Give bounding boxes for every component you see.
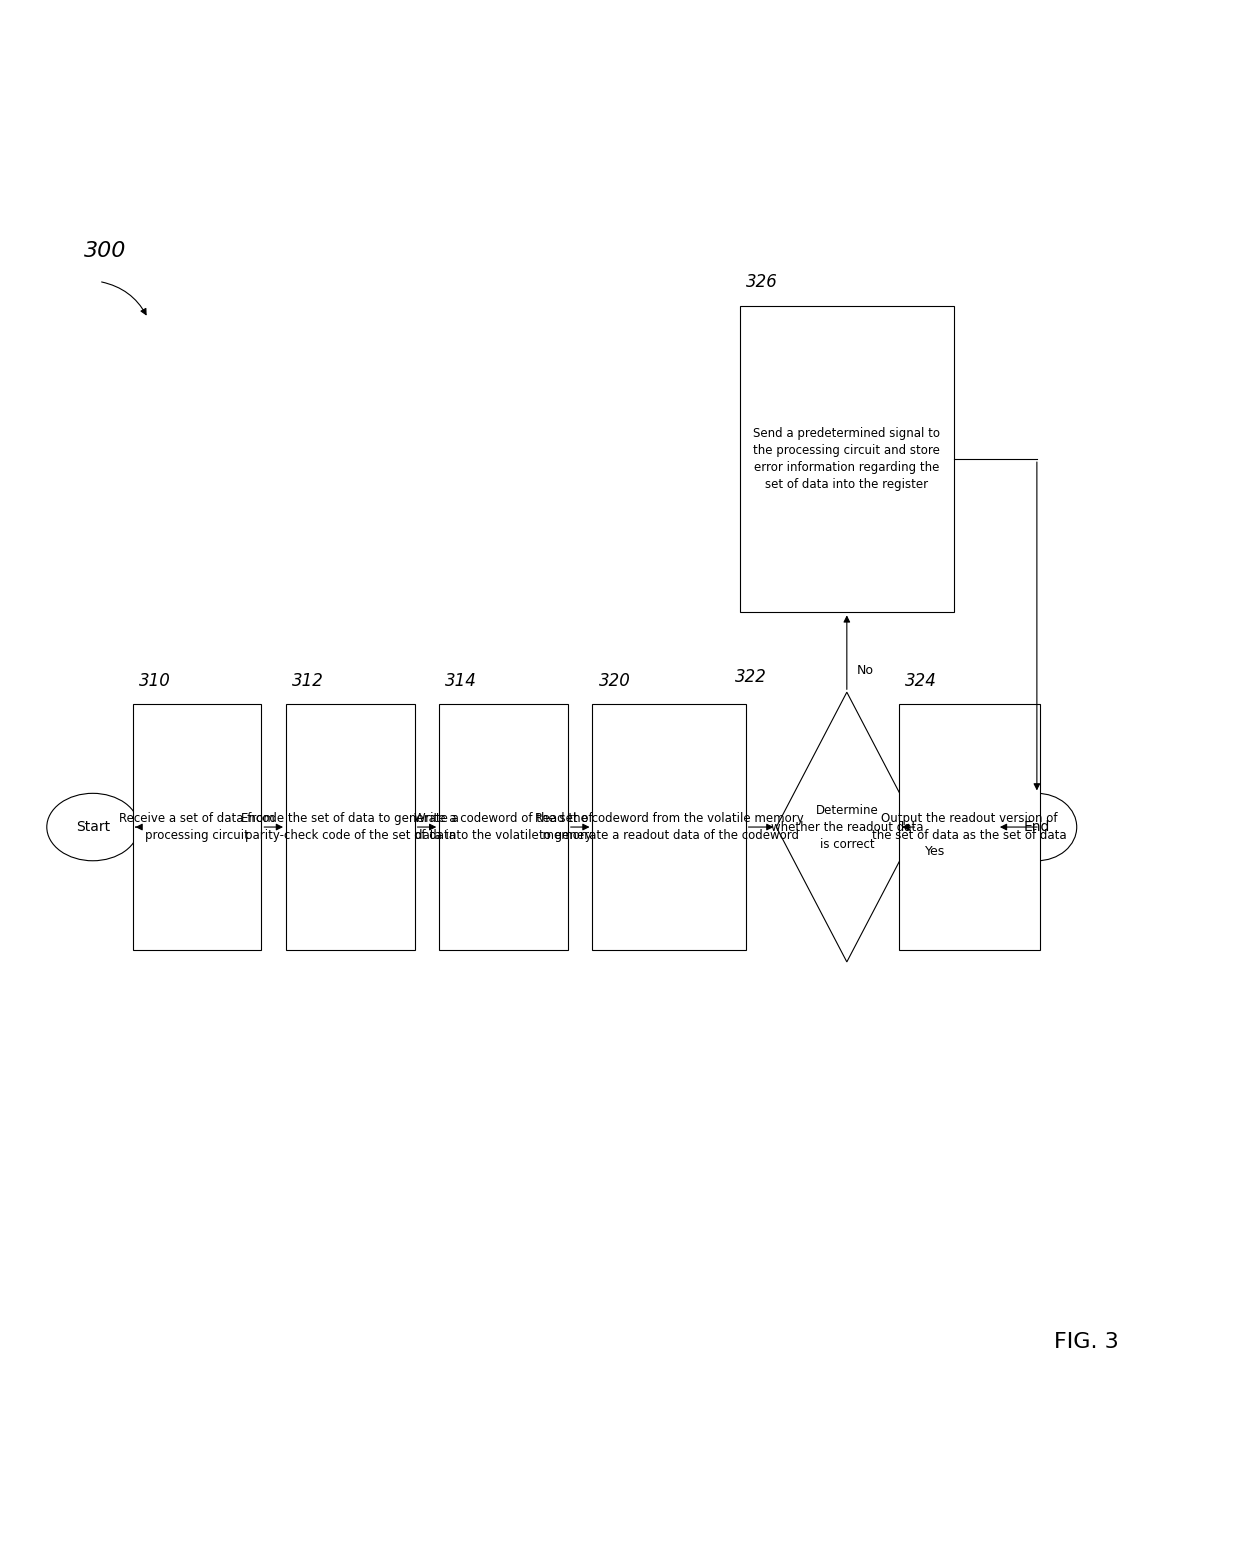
Text: Encode the set of data to generate a
parity-check code of the set of data: Encode the set of data to generate a par… [242, 812, 459, 842]
Text: 300: 300 [84, 241, 126, 261]
Text: 324: 324 [905, 672, 937, 689]
Text: 312: 312 [291, 672, 324, 689]
Text: Send a predetermined signal to
the processing circuit and store
error informatio: Send a predetermined signal to the proce… [754, 428, 940, 492]
Text: Yes: Yes [925, 845, 945, 859]
Text: 326: 326 [745, 274, 777, 291]
Text: 320: 320 [599, 672, 630, 689]
Text: Receive a set of data from
processing circuit: Receive a set of data from processing ci… [119, 812, 275, 842]
FancyBboxPatch shape [286, 705, 414, 949]
Text: No: No [857, 664, 874, 677]
Text: Write a codeword of the set of
data into the volatile memory: Write a codeword of the set of data into… [414, 812, 593, 842]
FancyBboxPatch shape [133, 705, 262, 949]
Text: Read the codeword from the volatile memory
to generate a readout data of the cod: Read the codeword from the volatile memo… [534, 812, 804, 842]
Polygon shape [776, 692, 918, 962]
Ellipse shape [997, 794, 1076, 860]
Text: 314: 314 [445, 672, 477, 689]
Text: 322: 322 [734, 668, 766, 686]
Text: Output the readout version of
the set of data as the set of data: Output the readout version of the set of… [872, 812, 1066, 842]
FancyBboxPatch shape [593, 705, 745, 949]
Text: End: End [1024, 820, 1050, 834]
FancyBboxPatch shape [439, 705, 568, 949]
Ellipse shape [47, 794, 139, 860]
FancyBboxPatch shape [739, 307, 954, 613]
FancyBboxPatch shape [899, 705, 1040, 949]
Text: FIG. 3: FIG. 3 [1054, 1332, 1118, 1352]
Text: 310: 310 [139, 672, 171, 689]
Text: Start: Start [76, 820, 110, 834]
Text: Determine
whether the readout data
is correct: Determine whether the readout data is co… [770, 803, 923, 851]
